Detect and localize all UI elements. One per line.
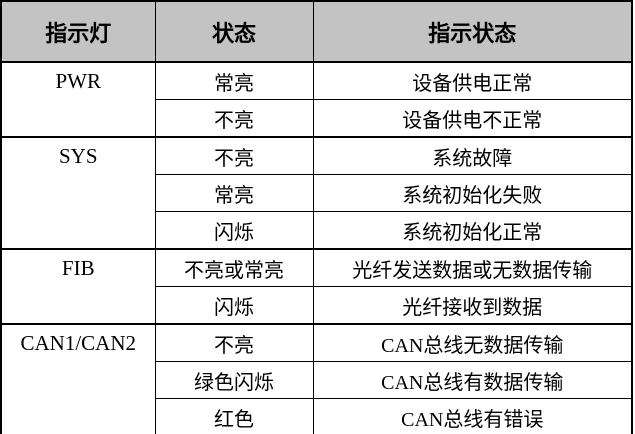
- meaning-cell: 系统初始化正常: [312, 211, 633, 250]
- meaning-cell: 系统故障: [312, 136, 633, 175]
- meaning-cell: 光纤发送数据或无数据传输: [312, 248, 633, 287]
- meaning-cell: CAN总线有错误: [312, 398, 633, 434]
- led-cell-fib: FIB: [0, 248, 156, 325]
- status-cell: 闪烁: [154, 211, 314, 250]
- status-cell: 绿色闪烁: [154, 361, 314, 399]
- table-row: 常亮 系统初始化失败: [1, 174, 633, 212]
- table-row: 闪烁 系统初始化正常: [1, 211, 633, 250]
- table-row: 不亮 设备供电不正常: [1, 99, 633, 138]
- meaning-cell: 设备供电正常: [312, 61, 633, 100]
- table-row: 闪烁 光纤接收到数据: [1, 286, 633, 325]
- status-cell: 不亮: [154, 136, 314, 175]
- status-cell: 不亮或常亮: [154, 248, 314, 287]
- status-cell: 不亮: [154, 323, 314, 362]
- status-cell: 闪烁: [154, 286, 314, 325]
- status-cell: 不亮: [154, 99, 314, 138]
- meaning-cell: 系统初始化失败: [312, 174, 633, 212]
- meaning-cell: 光纤接收到数据: [312, 286, 633, 325]
- status-cell: 红色: [154, 398, 314, 434]
- header-row: 指示灯 状态 指示状态: [0, 0, 633, 63]
- table-row: FIB 不亮或常亮 光纤发送数据或无数据传输: [0, 248, 633, 325]
- header-indicator-led: 指示灯: [0, 0, 156, 63]
- meaning-cell: 设备供电不正常: [312, 99, 633, 138]
- header-indication-status: 指示状态: [312, 0, 633, 63]
- status-cell: 常亮: [154, 61, 314, 100]
- table-row: PWR 常亮 设备供电正常: [0, 61, 633, 138]
- led-cell-can1-can2: CAN1/CAN2: [0, 323, 156, 434]
- status-cell: 常亮: [154, 174, 314, 212]
- table-row: 红色 CAN总线有错误: [1, 398, 633, 434]
- table-row: CAN1/CAN2 不亮 CAN总线无数据传输: [0, 323, 633, 434]
- led-cell-sys: SYS: [0, 136, 156, 250]
- meaning-cell: CAN总线有数据传输: [312, 361, 633, 399]
- meaning-cell: CAN总线无数据传输: [312, 323, 633, 362]
- header-state: 状态: [154, 0, 314, 63]
- led-cell-pwr: PWR: [0, 61, 156, 138]
- table-row: SYS 不亮 系统故障: [0, 136, 633, 250]
- table-row: 绿色闪烁 CAN总线有数据传输: [1, 361, 633, 399]
